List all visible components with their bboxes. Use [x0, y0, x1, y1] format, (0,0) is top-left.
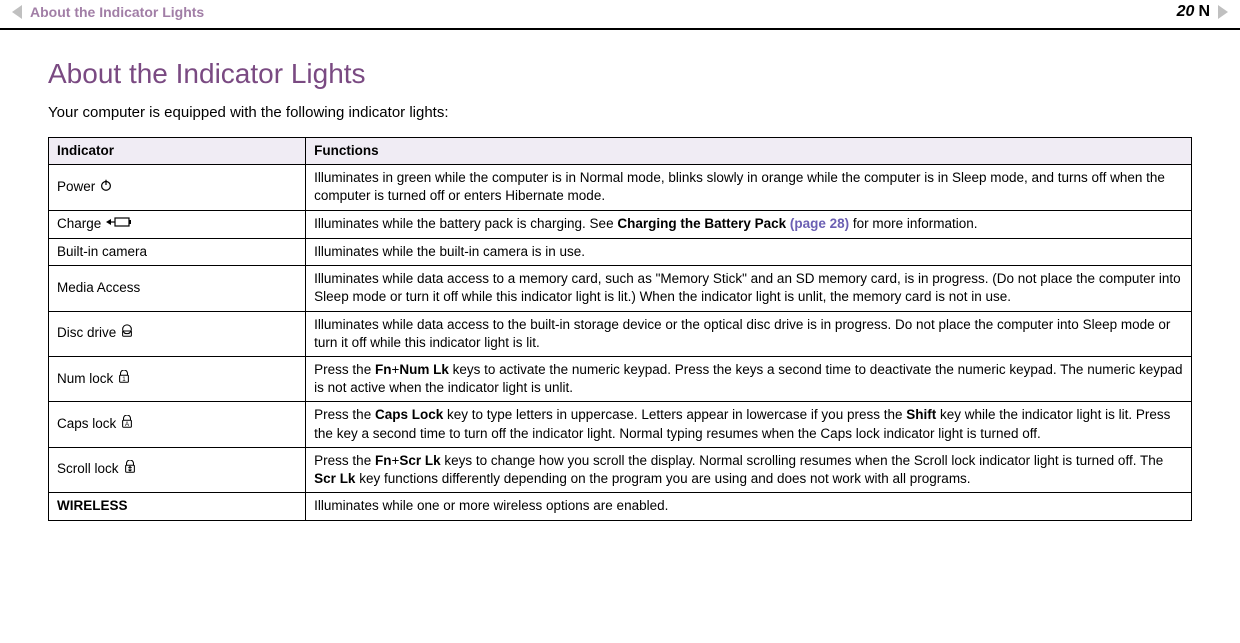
forward-arrow-icon[interactable]	[1218, 5, 1228, 19]
text: Illuminates in green while the computer …	[314, 170, 1165, 203]
text: Press the	[314, 362, 375, 377]
page-number-block: 20 N	[1177, 3, 1228, 21]
text: Press the	[314, 407, 375, 422]
function-cell: Illuminates while one or more wireless o…	[306, 493, 1192, 520]
function-cell: Press the Fn+Num Lk keys to activate the…	[306, 356, 1192, 401]
function-cell: Illuminates in green while the computer …	[306, 165, 1192, 210]
table-row: Media Access Illuminates while data acces…	[49, 266, 1192, 311]
indicator-label: Charge	[57, 216, 101, 231]
text: Illuminates while the battery pack is ch…	[314, 216, 617, 231]
function-cell: Press the Fn+Scr Lk keys to change how y…	[306, 447, 1192, 492]
indicator-cell: Caps lock	[49, 402, 306, 447]
indicator-label: Built-in camera	[57, 244, 147, 259]
col-indicator: Indicator	[49, 138, 306, 165]
indicator-label: Num lock	[57, 371, 113, 386]
text: Illuminates while the built-in camera is…	[314, 244, 585, 259]
table-row: Scroll lock Press the Fn+Scr Lk keys to c…	[49, 447, 1192, 492]
bold-text: Charging the Battery Pack	[617, 216, 790, 231]
indicator-cell: Num lock	[49, 356, 306, 401]
page-header: About the Indicator Lights 20 N	[0, 0, 1240, 24]
col-functions: Functions	[306, 138, 1192, 165]
table-header-row: Indicator Functions	[49, 138, 1192, 165]
indicator-cell: Media Access	[49, 266, 306, 311]
bold-text: Num Lk	[399, 362, 449, 377]
indicator-label: WIRELESS	[57, 498, 128, 513]
indicator-label: Caps lock	[57, 416, 116, 431]
indicator-cell: WIRELESS	[49, 493, 306, 520]
table-row: Caps lock Press the Caps Lock key to type…	[49, 402, 1192, 447]
text: key to type letters in uppercase. Letter…	[443, 407, 906, 422]
text: Press the	[314, 453, 375, 468]
disc-icon	[120, 324, 134, 343]
text: keys to change how you scroll the displa…	[441, 453, 1164, 468]
indicator-cell: Disc drive	[49, 311, 306, 356]
indicators-table: Indicator Functions Power Illuminates in …	[48, 137, 1192, 521]
function-cell: Illuminates while the battery pack is ch…	[306, 210, 1192, 238]
numlock-icon	[117, 370, 131, 389]
text: for more information.	[849, 216, 977, 231]
page-content: About the Indicator Lights Your computer…	[0, 30, 1240, 521]
text: key functions differently depending on t…	[355, 471, 970, 486]
back-arrow-icon[interactable]	[12, 5, 22, 19]
text: Illuminates while data access to a memor…	[314, 271, 1180, 304]
page-n-mark: N	[1198, 3, 1210, 21]
indicator-label: Power	[57, 179, 95, 194]
power-icon	[99, 178, 113, 197]
bold-text: Scr Lk	[314, 471, 355, 486]
page-intro: Your computer is equipped with the follo…	[48, 104, 1192, 121]
table-row: Built-in camera Illuminates while the bui…	[49, 238, 1192, 265]
bold-text: Caps Lock	[375, 407, 443, 422]
indicator-cell: Power	[49, 165, 306, 210]
indicator-cell: Charge	[49, 210, 306, 238]
function-cell: Illuminates while the built-in camera is…	[306, 238, 1192, 265]
breadcrumb: About the Indicator Lights	[30, 4, 204, 20]
page-number: 20	[1177, 3, 1195, 21]
indicator-cell: Scroll lock	[49, 447, 306, 492]
table-row: Disc drive Illuminates while data access …	[49, 311, 1192, 356]
function-cell: Press the Caps Lock key to type letters …	[306, 402, 1192, 447]
bold-text: Scr Lk	[399, 453, 440, 468]
indicator-label: Scroll lock	[57, 462, 119, 477]
bold-text: Shift	[906, 407, 936, 422]
table-row: WIRELESS Illuminates while one or more wi…	[49, 493, 1192, 520]
text: Illuminates while data access to the bui…	[314, 317, 1170, 350]
scrolllock-icon	[123, 460, 137, 479]
indicator-label: Disc drive	[57, 325, 116, 340]
function-cell: Illuminates while data access to the bui…	[306, 311, 1192, 356]
text: Illuminates while one or more wireless o…	[314, 498, 668, 513]
indicator-cell: Built-in camera	[49, 238, 306, 265]
page-link[interactable]: (page 28)	[790, 216, 849, 231]
capslock-icon	[120, 415, 134, 434]
function-cell: Illuminates while data access to a memor…	[306, 266, 1192, 311]
charge-icon	[105, 215, 133, 234]
table-row: Charge Illuminates while the battery pack…	[49, 210, 1192, 238]
table-row: Num lock Press the Fn+Num Lk keys to acti…	[49, 356, 1192, 401]
bold-text: Fn	[375, 453, 392, 468]
page-title: About the Indicator Lights	[48, 58, 1192, 90]
indicator-label: Media Access	[57, 280, 140, 295]
table-row: Power Illuminates in green while the comp…	[49, 165, 1192, 210]
bold-text: Fn	[375, 362, 392, 377]
